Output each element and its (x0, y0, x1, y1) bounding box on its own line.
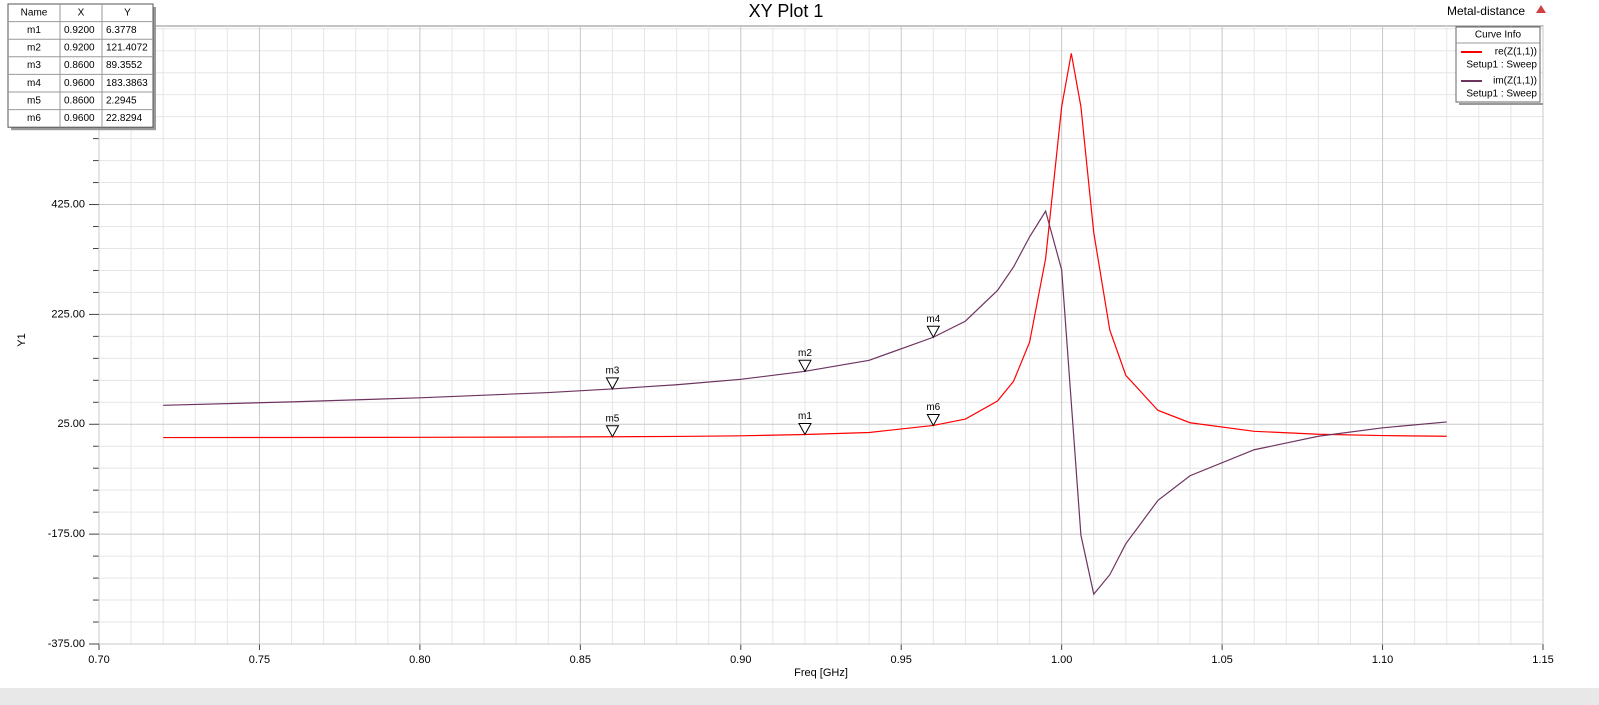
table-box (7, 3, 154, 128)
table-cell: m3 (27, 60, 41, 71)
legend-label: re(Z(1,1)) (1495, 47, 1537, 58)
x-tick-label: 0.85 (570, 654, 591, 666)
table-cell: 0.9200 (64, 25, 95, 36)
y-tick-label: -175.00 (48, 528, 85, 540)
y-tick-label: 25.00 (57, 418, 85, 430)
marker-label: m3 (605, 366, 619, 377)
y-tick-label: 225.00 (51, 308, 85, 320)
table-cell: 0.8600 (64, 95, 95, 106)
marker-label: m5 (605, 413, 619, 424)
line-series (163, 209, 1447, 596)
y-axis-label: Y1 (16, 333, 28, 346)
chart-title: XY Plot 1 (749, 1, 824, 21)
marker-triangle (926, 413, 941, 427)
marker-label: m6 (926, 402, 940, 413)
table-cell: m2 (27, 43, 41, 54)
status-strip (0, 688, 1599, 705)
table-cell: m1 (27, 25, 41, 36)
legend-title: Curve Info (1475, 30, 1522, 41)
table-cell: m6 (27, 113, 41, 124)
markers: m1 m2 m3 m4 m5 m6 (605, 314, 941, 438)
x-tick-label: 1.00 (1051, 654, 1072, 666)
x-tick-label: 0.75 (249, 654, 270, 666)
y-tick-label: 425.00 (51, 198, 85, 210)
x-axis-label: Freq [GHz] (794, 667, 848, 679)
table-cell: m4 (27, 78, 41, 89)
x-tick-label: 0.70 (88, 654, 109, 666)
legend-box (1455, 26, 1541, 103)
marker-label: m1 (798, 411, 812, 422)
marker-triangle (798, 359, 812, 373)
corner-icon (1536, 5, 1546, 13)
table-cell: 0.8600 (64, 60, 95, 71)
y-tick-label: -375.00 (48, 638, 85, 650)
plot-area (98, 25, 1544, 645)
marker-label: m4 (926, 314, 940, 325)
legend-shadow (1459, 103, 1543, 105)
legend-setup: Setup1 : Sweep (1466, 89, 1537, 100)
table-cell: 6.3778 (106, 25, 137, 36)
marker-label: m2 (798, 348, 812, 359)
grid: 0.70 0.75 0.80 0.85 0.90 0.95 1.00 1.05 1.10 1.15… (48, 26, 1554, 666)
table-cell: 183.3863 (106, 78, 148, 89)
legend-label: im(Z(1,1)) (1493, 76, 1537, 87)
table-cell: 121.4072 (106, 43, 148, 54)
corner-label: Metal-distance (1447, 4, 1525, 18)
marker-triangle (798, 422, 812, 436)
x-tick-label: 0.90 (730, 654, 751, 666)
table-cell: 0.9200 (64, 43, 95, 54)
curves (163, 53, 1447, 596)
marker-triangle (605, 377, 620, 390)
legend-setup: Setup1 : Sweep (1466, 60, 1537, 71)
line-series (163, 53, 1447, 439)
table-cell: 0.9600 (64, 78, 95, 89)
legend: Curve Info re(Z(1,1)) Setup1 : Sweep im(Z(… (1455, 26, 1543, 105)
table-cell: 0.9600 (64, 113, 95, 124)
x-tick-label: 1.10 (1372, 654, 1393, 666)
marker-triangle (605, 425, 620, 438)
table-cell: m5 (27, 95, 41, 106)
table-cell: 22.8294 (106, 113, 143, 124)
table-header: Y (124, 7, 131, 18)
marker-triangle (926, 325, 941, 339)
marker-table: Name X Ym1 0.9200 6.3778 m2 0.9200 121.4072 m3 0.… (7, 3, 156, 131)
x-tick-label: 1.05 (1211, 654, 1232, 666)
x-tick-label: 1.15 (1532, 654, 1553, 666)
table-cell: 2.2945 (106, 95, 137, 106)
x-tick-label: 0.95 (891, 654, 912, 666)
table-header: X (78, 7, 85, 18)
table-header: Name (21, 7, 48, 18)
x-tick-label: 0.80 (409, 654, 430, 666)
table-cell: 89.3552 (106, 60, 143, 71)
